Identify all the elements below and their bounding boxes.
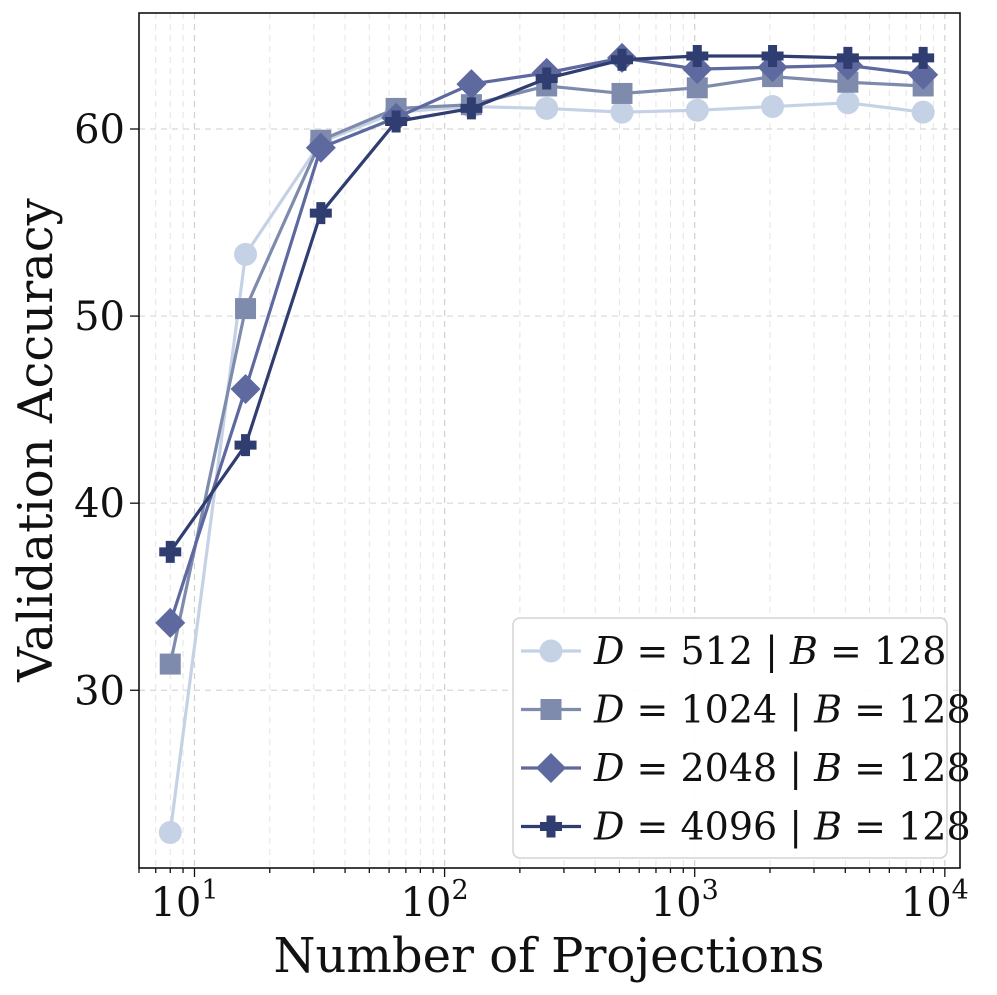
legend-label: D = 1024 | B = 128: [593, 688, 971, 732]
data-point: [686, 77, 708, 99]
data-point: [535, 96, 559, 120]
legend-entry: D = 512 | B = 128: [521, 629, 946, 673]
data-point: [836, 91, 860, 115]
data-point: [685, 98, 709, 122]
legend-entry: D = 4096 | B = 128: [521, 805, 971, 849]
data-point: [159, 653, 181, 675]
y-axis-title: Validation Accuracy: [8, 198, 64, 683]
legend-label: D = 4096 | B = 128: [593, 805, 971, 849]
data-point: [159, 540, 182, 563]
data-point: [535, 67, 558, 90]
data-point: [908, 59, 939, 90]
x-tick-label: 101: [150, 875, 218, 926]
data-point: [761, 45, 784, 68]
legend-entry: D = 1024 | B = 128: [521, 688, 971, 732]
data-point: [305, 132, 336, 163]
legend-marker: [540, 699, 562, 720]
data-point: [309, 202, 332, 225]
data-point: [682, 54, 713, 85]
legend-label: D = 512 | B = 128: [593, 629, 946, 673]
x-tick-label: 104: [901, 875, 969, 926]
x-tick-label: 103: [651, 875, 719, 926]
y-tick-label: 60: [74, 107, 125, 153]
data-point: [460, 97, 483, 120]
data-point: [610, 100, 634, 124]
data-point: [611, 82, 633, 104]
data-point: [686, 45, 709, 68]
data-point: [234, 242, 258, 266]
x-tick-label: 102: [401, 875, 469, 926]
data-point: [230, 374, 261, 405]
series-layer: [155, 42, 939, 844]
data-point: [837, 71, 859, 93]
y-tick-label: 30: [74, 668, 125, 714]
y-tick-label: 50: [74, 294, 125, 340]
data-point: [761, 95, 785, 119]
legend-marker: [536, 753, 566, 783]
legend: D = 512 | B = 128 D = 1024 | B = 128 D = 2…: [512, 617, 971, 859]
data-point: [757, 52, 788, 83]
ticks: [130, 128, 946, 877]
plot-frame: [138, 12, 961, 869]
legend-marker: [539, 639, 563, 663]
data-point: [385, 110, 408, 133]
data-point: [235, 298, 257, 320]
x-axis-title: Number of Projections: [273, 928, 824, 984]
data-point: [610, 48, 633, 71]
legend-box: [512, 617, 948, 859]
data-point: [158, 820, 182, 844]
data-point: [234, 434, 257, 457]
y-tick-labels: 30 40 50 60: [74, 107, 125, 714]
legend-marker: [540, 815, 562, 838]
data-point: [912, 46, 935, 69]
legend-entry: D = 2048 | B = 128: [521, 746, 971, 790]
data-point: [456, 69, 487, 100]
y-tick-label: 40: [74, 481, 125, 527]
data-point: [911, 100, 935, 124]
series-4: [159, 45, 935, 563]
data-point: [155, 607, 186, 638]
legend-label: D = 2048 | B = 128: [593, 746, 971, 790]
x-tick-labels: 101 102 103 104: [150, 875, 968, 926]
data-point: [836, 46, 859, 69]
